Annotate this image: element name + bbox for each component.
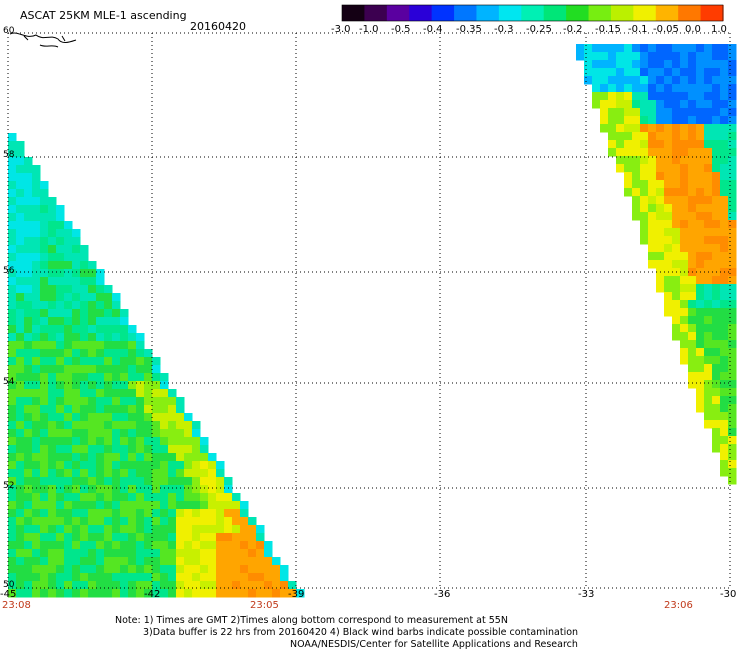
lon-label: -45 — [0, 589, 17, 600]
colorbar-swatch — [633, 5, 657, 21]
time-label: 23:05 — [250, 600, 279, 611]
colorbar-label: -0.25 — [526, 24, 552, 35]
colorbar-swatch — [655, 5, 679, 21]
colorbar-swatch — [610, 5, 634, 21]
colorbar-label: 0.0 — [685, 24, 701, 35]
time-label: 23:06 — [664, 600, 693, 611]
colorbar-swatch — [588, 5, 612, 21]
product-title: ASCAT 25KM MLE-1 ascending — [20, 9, 187, 22]
lon-label: -39 — [288, 589, 305, 600]
time-label: 23:08 — [2, 600, 31, 611]
colorbar-swatch — [476, 5, 500, 21]
colorbar-label: -1.0 — [359, 24, 379, 35]
colorbar-label: -0.35 — [456, 24, 482, 35]
lat-label: 58 — [3, 150, 15, 160]
colorbar-label: 1.0 — [711, 24, 727, 35]
colorbar-label: -0.4 — [423, 24, 443, 35]
colorbar-swatch — [454, 5, 478, 21]
colorbar-label: -0.15 — [595, 24, 621, 35]
colorbar-label: -0.2 — [563, 24, 583, 35]
colorbar-label: -0.5 — [391, 24, 411, 35]
colorbar-label: -3.0 — [331, 24, 351, 35]
colorbar-label: -0.3 — [494, 24, 514, 35]
lat-label: 54 — [3, 377, 15, 387]
colorbar-swatch — [566, 5, 590, 21]
colorbar-swatch — [521, 5, 545, 21]
colorbar-swatch — [700, 5, 724, 21]
product-date: 20160420 — [190, 20, 246, 33]
colorbar-swatch — [342, 5, 366, 21]
colorbar-swatch — [543, 5, 567, 21]
lat-lon-grid — [7, 32, 731, 589]
colorbar-swatch — [386, 5, 410, 21]
lat-label: 60 — [3, 26, 15, 36]
lon-label: -30 — [720, 589, 737, 600]
colorbar-label: -0.05 — [653, 24, 679, 35]
lon-label: -42 — [144, 589, 161, 600]
note-line-1: Note: 1) Times are GMT 2)Times along bot… — [115, 615, 508, 626]
lon-label: -36 — [434, 589, 451, 600]
wind-swaths — [8, 44, 737, 598]
colorbar — [341, 4, 724, 22]
colorbar-swatch — [431, 5, 455, 21]
lat-label: 50 — [3, 580, 15, 590]
lon-label: -33 — [578, 589, 595, 600]
lat-label: 52 — [3, 481, 15, 491]
colorbar-swatch — [364, 5, 388, 21]
colorbar-swatch — [498, 5, 522, 21]
note-line-3: NOAA/NESDIS/Center for Satellite Applica… — [290, 639, 578, 650]
lat-label: 56 — [3, 266, 15, 276]
colorbar-swatch — [409, 5, 433, 21]
colorbar-label: -0.1 — [628, 24, 648, 35]
colorbar-swatch — [678, 5, 702, 21]
coastline — [9, 32, 77, 48]
note-line-2: 3)Data buffer is 22 hrs from 20160420 4)… — [143, 627, 579, 638]
